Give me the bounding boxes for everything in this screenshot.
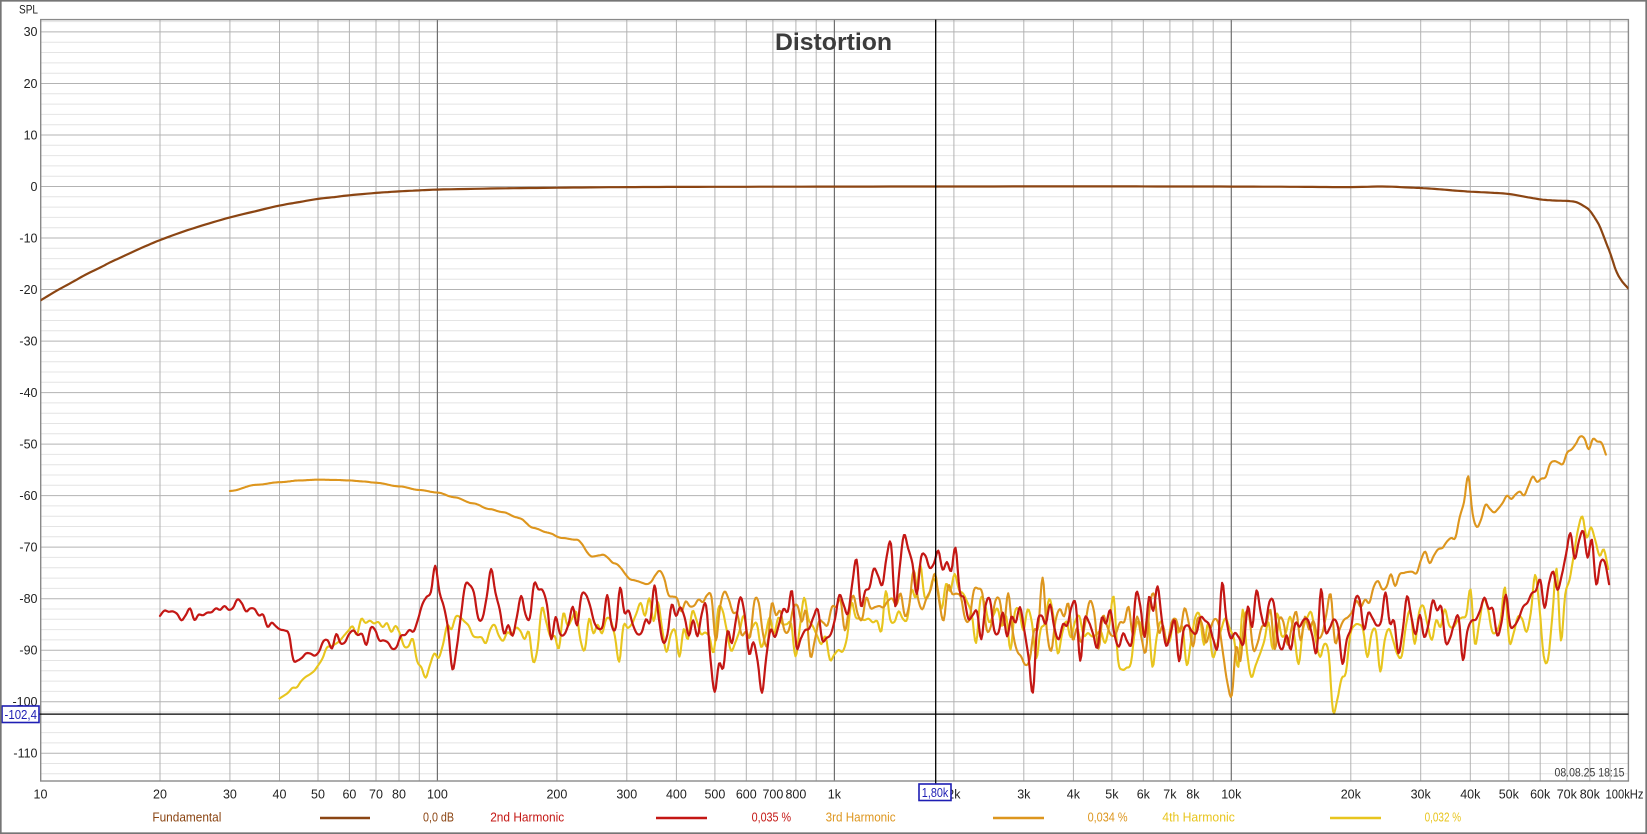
svg-text:2nd Harmonic: 2nd Harmonic: [490, 810, 564, 825]
svg-text:-110: -110: [13, 747, 37, 761]
svg-text:Distortion: Distortion: [775, 29, 892, 56]
svg-text:70: 70: [369, 788, 383, 802]
svg-text:20: 20: [153, 788, 167, 802]
svg-text:400: 400: [666, 788, 687, 802]
svg-text:-20: -20: [19, 283, 37, 297]
svg-text:200: 200: [546, 788, 567, 802]
svg-text:1k: 1k: [828, 788, 842, 802]
svg-text:50: 50: [311, 788, 325, 802]
svg-text:80: 80: [392, 788, 406, 802]
svg-text:500: 500: [704, 788, 725, 802]
svg-text:30: 30: [24, 25, 38, 39]
svg-text:3k: 3k: [1017, 788, 1031, 802]
svg-text:50k: 50k: [1499, 788, 1520, 802]
svg-text:1,80k: 1,80k: [922, 786, 949, 800]
svg-text:Fundamental: Fundamental: [152, 810, 221, 825]
svg-text:-80: -80: [19, 592, 37, 606]
svg-text:08.08.25 18:15: 08.08.25 18:15: [1555, 766, 1625, 780]
svg-text:700: 700: [762, 788, 783, 802]
svg-text:10k: 10k: [1221, 788, 1242, 802]
svg-text:-50: -50: [19, 437, 37, 451]
svg-text:6k: 6k: [1137, 788, 1151, 802]
svg-text:60: 60: [342, 788, 356, 802]
svg-text:70k: 70k: [1557, 788, 1578, 802]
svg-text:-40: -40: [19, 386, 37, 400]
svg-text:40: 40: [273, 788, 287, 802]
svg-text:80k: 80k: [1580, 788, 1601, 802]
svg-text:10: 10: [34, 788, 48, 802]
svg-text:0,032 %: 0,032 %: [1425, 810, 1462, 825]
svg-text:0,034 %: 0,034 %: [1088, 810, 1128, 825]
svg-text:10: 10: [24, 128, 38, 142]
svg-text:-60: -60: [19, 489, 37, 503]
svg-text:3rd Harmonic: 3rd Harmonic: [826, 810, 896, 825]
svg-text:100kHz: 100kHz: [1606, 788, 1644, 802]
svg-text:30k: 30k: [1411, 788, 1432, 802]
svg-text:40k: 40k: [1460, 788, 1481, 802]
svg-text:-10: -10: [19, 231, 37, 245]
svg-text:-102,4: -102,4: [5, 708, 38, 722]
svg-text:300: 300: [616, 788, 637, 802]
svg-text:-30: -30: [19, 334, 37, 348]
svg-text:0,035 %: 0,035 %: [752, 810, 792, 825]
svg-text:5k: 5k: [1105, 788, 1119, 802]
svg-text:800: 800: [785, 788, 806, 802]
svg-text:4th Harmonic: 4th Harmonic: [1162, 810, 1235, 825]
svg-text:20k: 20k: [1341, 788, 1362, 802]
svg-text:30: 30: [223, 788, 237, 802]
svg-text:20: 20: [24, 77, 38, 91]
svg-text:60k: 60k: [1530, 788, 1551, 802]
svg-text:0: 0: [31, 180, 38, 194]
svg-text:-70: -70: [19, 540, 37, 554]
svg-text:0,0 dB: 0,0 dB: [423, 810, 454, 825]
svg-text:7k: 7k: [1163, 788, 1177, 802]
svg-text:4k: 4k: [1067, 788, 1081, 802]
svg-text:100: 100: [427, 788, 448, 802]
svg-text:600: 600: [736, 788, 757, 802]
svg-text:SPL: SPL: [19, 3, 38, 17]
svg-text:-90: -90: [19, 644, 37, 658]
svg-text:8k: 8k: [1186, 788, 1200, 802]
